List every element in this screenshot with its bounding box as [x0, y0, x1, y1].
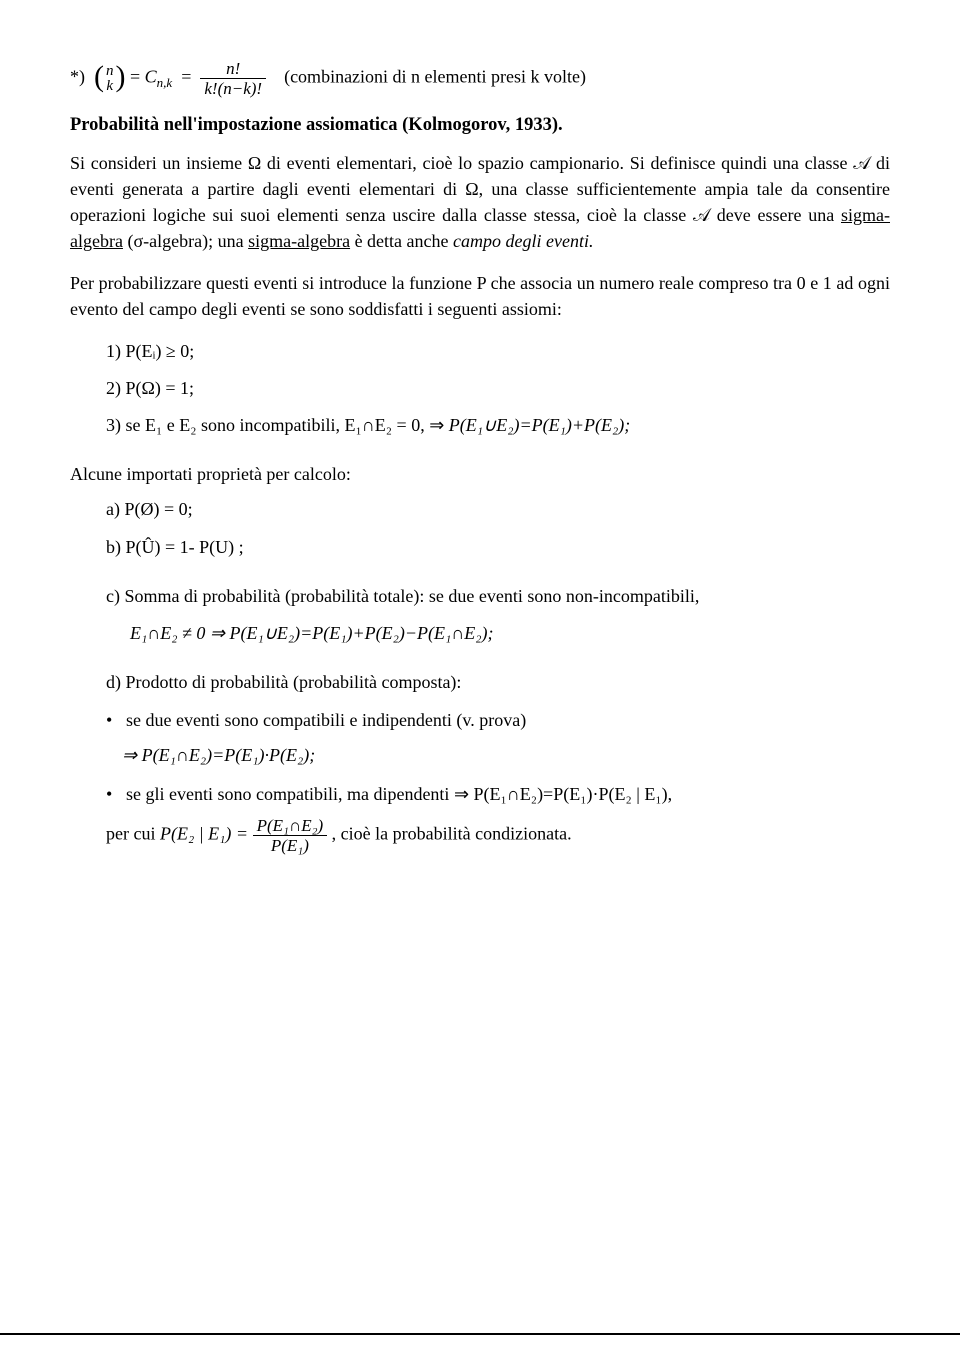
axiom-1: 1) P(Eᵢ) ≥ 0; [70, 339, 890, 364]
prop-d: d) Prodotto di probabilità (probabilità … [70, 670, 890, 695]
bullet-d1: se due eventi sono compatibili e indipen… [70, 707, 890, 733]
rparen: ) [116, 60, 126, 93]
cond-frac: P(E₁∩E₂) P(E₁) [253, 817, 328, 854]
frac-nk: n! k!(n−k)! [200, 60, 266, 97]
prop-c-eq: E₁∩E₂ ≠ 0 ⇒ P(E₁∪E₂)=P(E₁)+P(E₂)−P(E₁∩E₂… [70, 621, 890, 646]
para-intro: Si consideri un insieme Ω di eventi elem… [70, 150, 890, 254]
lparen: ( [94, 60, 104, 93]
bullet-d2: se gli eventi sono compatibili, ma dipen… [70, 781, 890, 807]
axiom-2: 2) P(Ω) = 1; [70, 376, 890, 401]
c-sub: n,k [157, 75, 173, 90]
page: *) (nk) = Cn,k = n! k!(n−k)! (combinazio… [0, 0, 960, 1363]
eq2: = [181, 67, 191, 87]
bullet-d1-eq: ⇒ P(E₁∩E₂)=P(E₁)·P(E₂); [70, 743, 890, 768]
eq1: = [130, 67, 140, 87]
prop-c: c) Somma di probabilità (probabilità tot… [70, 584, 890, 609]
prop-a: a) P(Ø) = 0; [70, 497, 890, 522]
formula-line: *) (nk) = Cn,k = n! k!(n−k)! (combinazio… [70, 60, 890, 97]
bottom-rule [0, 1333, 960, 1335]
heading-kolmogorov: Probabilità nell'impostazione assiomatic… [70, 115, 890, 136]
axiom-3: 3) se E₁ e E₂ sono incompatibili, E₁∩E₂ … [70, 413, 890, 438]
props-heading: Alcune importati proprietà per calcolo: [70, 462, 890, 487]
para-prob: Per probabilizzare questi eventi si intr… [70, 270, 890, 322]
conditional-line: per cui P(E₂ | E₁) = P(E₁∩E₂) P(E₁) , ci… [70, 817, 890, 854]
binom: nk [104, 64, 116, 94]
combination-caption: (combinazioni di n elementi presi k volt… [284, 67, 586, 87]
c-letter: C [145, 67, 157, 87]
prop-b: b) P(Û) = 1- P(U) ; [70, 535, 890, 560]
formula-lead: *) [70, 67, 85, 87]
